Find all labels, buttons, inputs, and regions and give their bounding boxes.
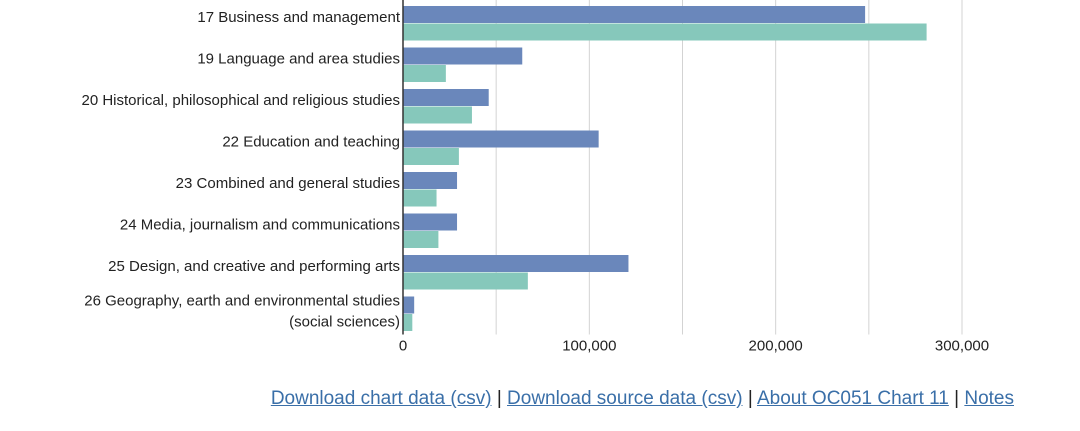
category-label: 23 Combined and general studies <box>176 175 400 192</box>
category-label: 26 Geography, earth and environmental st… <box>84 293 400 331</box>
link-separator: | <box>954 388 960 409</box>
bar <box>403 23 927 41</box>
bar <box>403 89 489 106</box>
bar <box>403 255 629 272</box>
x-tick-label: 300,000 <box>935 338 989 355</box>
bar <box>403 148 459 165</box>
link-separator: | <box>747 388 753 409</box>
x-tick-labels: 0 100,000 200,000 300,000 <box>399 338 989 355</box>
x-tick-label: 100,000 <box>562 338 616 355</box>
category-label: 20 Historical, philosophical and religio… <box>81 92 400 109</box>
bar <box>403 6 866 23</box>
category-labels: 17 Business and management 19 Language an… <box>81 9 400 331</box>
notes-link[interactable]: Notes <box>964 388 1014 409</box>
x-tick-label: 0 <box>399 338 407 355</box>
category-label: 17 Business and management <box>197 9 400 26</box>
bar-chart: 17 Business and management 19 Language an… <box>81 0 989 355</box>
bar <box>403 213 458 231</box>
gridlines <box>495 0 963 335</box>
bar <box>403 231 439 248</box>
category-label: 25 Design, and creative and performing a… <box>108 258 400 275</box>
bar <box>403 106 472 124</box>
download-chart-data-link[interactable]: Download chart data (csv) <box>270 388 492 409</box>
category-label: 19 Language and area studies <box>197 51 400 68</box>
bar <box>403 65 446 82</box>
link-separator: | <box>496 388 502 409</box>
bar <box>403 130 599 148</box>
about-chart-link[interactable]: About OC051 Chart 11 <box>756 388 949 409</box>
bars <box>403 6 927 331</box>
bar <box>403 189 437 207</box>
bar <box>403 47 523 65</box>
category-label: 22 Education and teaching <box>222 134 400 151</box>
chart-links: Download chart data (csv) | Download sou… <box>0 388 1014 410</box>
category-label: 24 Media, journalism and communications <box>120 217 400 234</box>
bar <box>403 172 458 189</box>
x-tick-label: 200,000 <box>749 338 803 355</box>
bar <box>403 314 413 331</box>
download-source-data-link[interactable]: Download source data (csv) <box>507 388 743 409</box>
bar <box>403 272 528 290</box>
bar <box>403 296 415 314</box>
